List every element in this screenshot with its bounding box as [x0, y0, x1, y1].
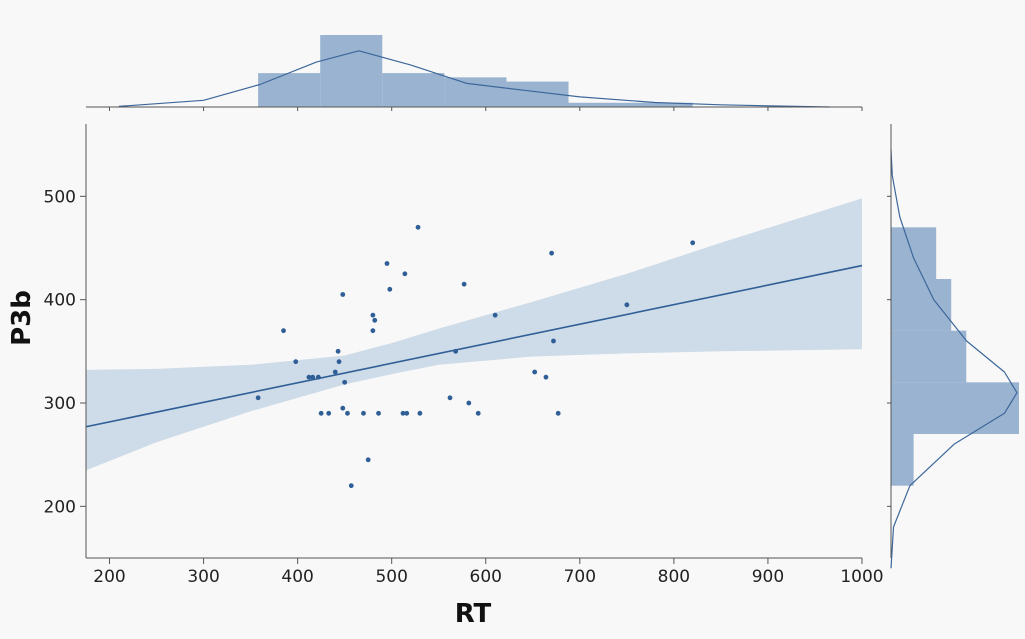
top-histogram-bar	[320, 35, 383, 107]
data-point	[315, 374, 321, 380]
top-histogram-bar	[568, 102, 631, 107]
data-point	[365, 457, 371, 463]
data-point	[404, 410, 410, 416]
data-point	[624, 302, 630, 308]
data-point	[402, 271, 408, 277]
data-point	[492, 312, 498, 318]
data-point	[281, 328, 286, 334]
y-tick-label: 400	[44, 291, 76, 311]
data-point	[255, 395, 261, 401]
x-tick-label: 700	[564, 567, 596, 587]
right-histogram-bar	[891, 227, 937, 279]
data-point	[384, 261, 390, 266]
x-tick-label: 600	[470, 567, 502, 587]
data-point	[345, 410, 350, 416]
right-histogram-bar	[891, 330, 967, 383]
confidence-band	[86, 198, 862, 471]
data-point	[332, 369, 338, 375]
data-point	[376, 410, 381, 416]
right-kde-curve	[890, 149, 1018, 569]
x-tick-label: 400	[281, 567, 313, 587]
data-point	[543, 374, 549, 380]
data-point	[475, 410, 481, 416]
x-tick-label: 500	[375, 567, 407, 587]
data-point	[335, 348, 341, 354]
x-axis-title: RT	[455, 599, 492, 629]
top-histogram-bar	[382, 73, 445, 107]
top-histogram-bar	[444, 77, 507, 107]
axes: 200 300 400 500 600 700 800 900 1000 200 300 400 500	[44, 124, 884, 587]
right-histogram-bar	[891, 382, 1019, 434]
right-histogram-bar	[891, 279, 952, 331]
x-tick-label: 200	[93, 567, 125, 587]
data-point	[532, 369, 538, 375]
data-point	[318, 410, 324, 416]
data-point	[417, 410, 423, 416]
y-tick-label: 200	[44, 497, 76, 517]
data-point	[310, 374, 316, 380]
data-point	[370, 328, 376, 334]
data-point	[453, 348, 459, 354]
top-histogram-bar	[258, 73, 321, 107]
data-point	[293, 359, 299, 365]
data-point	[690, 240, 696, 246]
data-point	[340, 405, 346, 411]
data-point	[555, 410, 561, 416]
data-point	[306, 374, 312, 380]
data-point	[549, 250, 554, 256]
data-point	[370, 312, 376, 318]
y-tick-label: 300	[44, 394, 76, 414]
data-point	[466, 400, 472, 406]
data-point	[340, 292, 346, 297]
y-tick-label: 500	[44, 187, 76, 207]
regression-line	[85, 264, 863, 428]
data-point	[336, 359, 342, 365]
data-point	[326, 410, 332, 416]
x-tick-label: 800	[658, 567, 690, 587]
data-point	[342, 379, 348, 385]
data-point	[551, 338, 556, 344]
main-scatter-plot	[85, 198, 863, 489]
data-point	[361, 410, 366, 416]
top-marginal-histogram	[86, 35, 863, 111]
data-point	[348, 483, 354, 489]
data-point	[372, 317, 378, 323]
data-point	[400, 410, 406, 416]
x-tick-label: 300	[187, 567, 219, 587]
data-point	[461, 281, 467, 287]
right-histogram-bar	[891, 434, 914, 486]
x-tick-label: 1000	[840, 567, 883, 587]
data-point	[447, 395, 453, 401]
y-axis-title: P3b	[7, 290, 37, 346]
right-marginal-histogram	[887, 124, 1019, 569]
data-point	[387, 286, 393, 292]
x-tick-label: 900	[752, 567, 784, 587]
data-point	[415, 224, 421, 230]
top-kde-curve	[118, 50, 830, 108]
top-histogram-bar	[630, 102, 693, 107]
